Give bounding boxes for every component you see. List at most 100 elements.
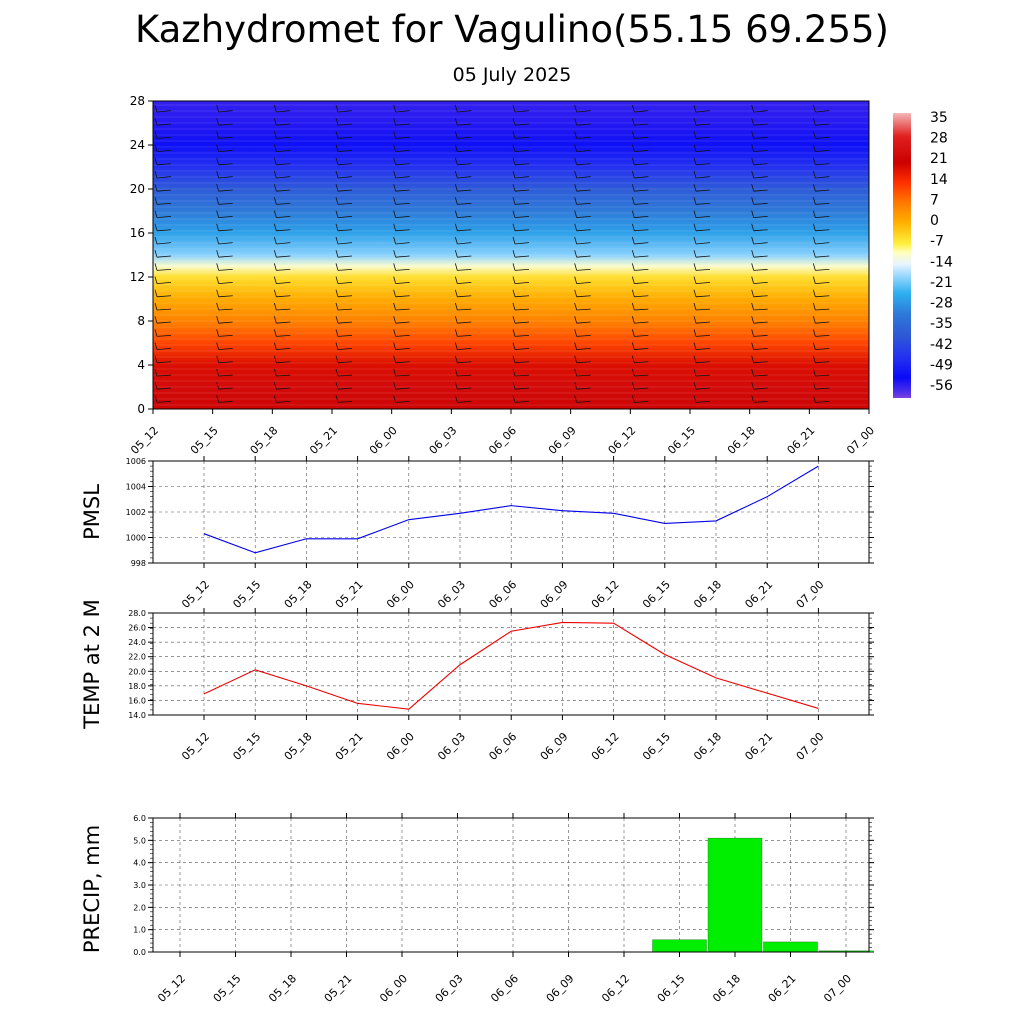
heatmap-xtick-label: 06_18 — [725, 424, 758, 457]
xtick-label: 07_00 — [794, 578, 827, 611]
xtick-label: 05_15 — [230, 578, 263, 611]
colorbar-label: -7 — [930, 234, 944, 250]
ytick-label: 1.0 — [133, 926, 146, 935]
xtick-label: 06_09 — [538, 730, 571, 763]
ytick-label: 1002 — [126, 508, 146, 517]
xtick-label: 06_03 — [435, 578, 468, 611]
xtick-label: 06_15 — [655, 972, 688, 1005]
temp-panel: 05_12 05_15 05_18 05_21 06_00 06_03 06_06 06_09… — [80, 599, 874, 763]
xtick-label: 06_03 — [433, 972, 466, 1005]
colorbar-label: 7 — [930, 192, 939, 208]
heatmap-ytick-label: 24 — [130, 138, 145, 152]
colorbar-label: 14 — [930, 172, 948, 188]
y-axis-label: TEMP at 2 M — [80, 599, 104, 730]
xtick-label: 06_18 — [710, 972, 743, 1005]
xtick-label: 05_18 — [282, 578, 315, 611]
ytick-label: 0.0 — [133, 948, 146, 957]
precip-panel: 05_12 05_15 05_18 05_21 06_00 06_03 06_06 06_09… — [80, 813, 874, 1005]
precip-bar — [763, 941, 818, 953]
ytick-label: 2.0 — [133, 903, 146, 912]
heatmap-panel: 0 4 8 12 16 20 24 28 05_12 05_15 05_18 05_21 06_00 06… — [128, 94, 953, 457]
ytick-label: 14.0 — [128, 711, 146, 720]
xtick-label: 06_15 — [640, 730, 673, 763]
xtick-label: 05_12 — [179, 578, 212, 611]
xtick-label: 06_06 — [488, 972, 521, 1005]
y-axis-label: PMSL — [80, 484, 104, 540]
xtick-label: 06_00 — [377, 972, 410, 1005]
ytick-label: 998 — [131, 559, 146, 568]
xtick-label: 05_15 — [211, 972, 244, 1005]
heatmap-ytick-label: 16 — [130, 226, 145, 240]
heatmap-ytick-label: 4 — [137, 358, 145, 372]
heatmap-xtick-label: 06_15 — [665, 424, 698, 457]
page-title: Kazhydromet for Vagulino(55.15 69.255) — [134, 8, 889, 51]
xtick-label: 06_18 — [691, 730, 724, 763]
heatmap-xtick-label: 05_15 — [188, 424, 221, 457]
ytick-label: 26.0 — [128, 624, 146, 633]
heatmap-xtick-label: 06_06 — [486, 424, 519, 457]
colorbar-label: 28 — [930, 131, 948, 147]
panel-frame — [152, 612, 870, 716]
ytick-label: 24.0 — [128, 638, 146, 647]
xtick-label: 06_06 — [486, 730, 519, 763]
ytick-label: 22.0 — [128, 653, 146, 662]
xtick-label: 06_15 — [640, 578, 673, 611]
panel-frame — [152, 817, 870, 953]
heatmap-xtick-label: 05_18 — [248, 424, 281, 457]
xtick-label: 06_21 — [766, 972, 799, 1005]
xtick-label: 06_03 — [435, 730, 468, 763]
xtick-label: 05_21 — [333, 578, 366, 611]
heatmap-xtick-label: 06_12 — [606, 424, 639, 457]
heatmap-xtick-label: 05_21 — [307, 424, 340, 457]
xtick-label: 05_12 — [155, 972, 188, 1005]
xtick-label: 06_00 — [384, 578, 417, 611]
xtick-label: 06_12 — [589, 578, 622, 611]
colorbar — [893, 113, 911, 398]
colorbar-label: 35 — [930, 110, 948, 126]
xtick-label: 06_18 — [691, 578, 724, 611]
precip-bar — [707, 837, 763, 953]
heatmap-contours — [153, 101, 869, 409]
heatmap-ytick-label: 12 — [130, 270, 145, 284]
colorbar-label: 21 — [930, 151, 948, 167]
ytick-label: 4.0 — [133, 859, 146, 868]
xtick-label: 06_12 — [599, 972, 632, 1005]
ytick-label: 6.0 — [133, 814, 146, 823]
colorbar-label: -49 — [930, 357, 953, 373]
ytick-label: 28.0 — [128, 609, 146, 618]
xtick-label: 05_21 — [322, 972, 355, 1005]
ytick-label: 1004 — [126, 483, 146, 492]
xtick-label: 07_00 — [821, 972, 854, 1005]
xtick-label: 06_21 — [742, 730, 775, 763]
heatmap-ytick-label: 0 — [137, 402, 145, 416]
heatmap-xtick-label: 05_12 — [128, 424, 161, 457]
heatmap-xtick-label: 06_21 — [785, 424, 818, 457]
colorbar-label: -14 — [930, 254, 953, 270]
xtick-label: 06_21 — [742, 578, 775, 611]
ytick-label: 1000 — [126, 534, 146, 543]
xtick-label: 05_15 — [230, 730, 263, 763]
series-line — [203, 621, 819, 710]
heatmap-ytick-label: 28 — [130, 94, 145, 108]
precip-bar — [652, 939, 707, 953]
ytick-label: 20.0 — [128, 667, 146, 676]
xtick-label: 06_06 — [486, 578, 519, 611]
pmsl-panel: 05_12 05_15 05_18 05_21 06_00 06_03 06_06 06_09… — [80, 456, 874, 611]
xtick-label: 05_18 — [266, 972, 299, 1005]
wind-barbs — [154, 104, 830, 403]
ytick-label: 16.0 — [128, 696, 146, 705]
colorbar-label: -21 — [930, 275, 953, 291]
ytick-label: 3.0 — [133, 881, 146, 890]
y-axis-label: PRECIP, mm — [80, 825, 104, 953]
heatmap-xtick-label: 06_03 — [427, 424, 460, 457]
xtick-label: 05_12 — [179, 730, 212, 763]
xtick-label: 06_09 — [544, 972, 577, 1005]
ytick-label: 5.0 — [133, 836, 146, 845]
colorbar-label: -42 — [930, 337, 953, 353]
xtick-label: 06_12 — [589, 730, 622, 763]
ytick-label: 1006 — [126, 457, 146, 466]
xtick-label: 06_09 — [538, 578, 571, 611]
colorbar-label: -28 — [930, 296, 953, 312]
ytick-label: 18.0 — [128, 682, 146, 691]
heatmap-xtick-label: 06_09 — [546, 424, 579, 457]
